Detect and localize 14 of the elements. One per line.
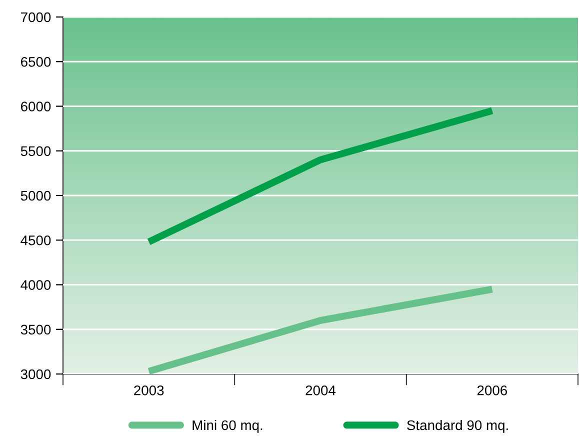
y-tick-label: 3000 [20,369,51,380]
y-tick-label: 4500 [20,235,51,246]
x-tick-label: 2004 [306,385,336,396]
x-tick-label: 2003 [134,385,164,396]
y-tick-label: 7000 [21,12,51,22]
y-tick-label: 6500 [21,56,51,67]
legend-label: Mini 60 mq. [192,420,262,433]
y-tick-label: 5000 [20,190,51,201]
y-tick-label: 3500 [20,324,51,335]
y-tick-label: 5500 [20,146,51,156]
legend-label: Standard 90 mq. [407,420,508,433]
y-tick-label: 6000 [21,102,51,112]
x-tick-label: 2006 [477,385,508,396]
y-tick-label: 4000 [20,280,51,290]
